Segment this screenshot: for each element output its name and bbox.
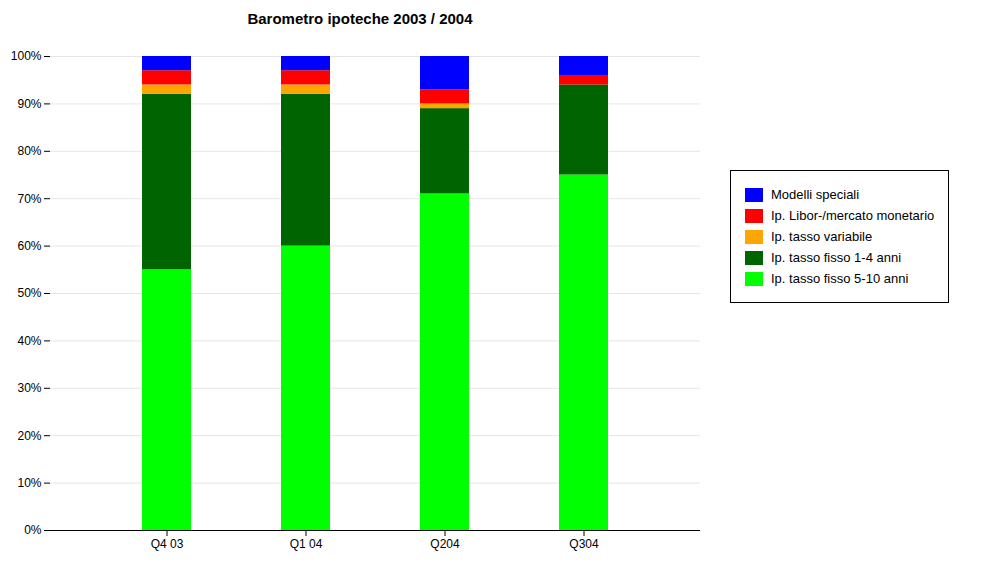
svg-text:90%: 90%: [17, 97, 41, 111]
svg-text:Q4 03: Q4 03: [151, 537, 184, 551]
svg-text:40%: 40%: [17, 334, 41, 348]
svg-text:60%: 60%: [17, 239, 41, 253]
html-text:Ip. tasso variabile: Ip. tasso variabile: [771, 229, 873, 244]
svg-text:0%: 0%: [24, 523, 42, 537]
svg-text:Q1 04: Q1 04: [290, 537, 323, 551]
svg-text:Q304: Q304: [569, 537, 599, 551]
html-text:Barometro ipoteche 2003 / 2004: Barometro ipoteche 2003 / 2004: [247, 10, 473, 27]
svg-text:50%: 50%: [17, 286, 41, 300]
html-text:Modelli speciali: Modelli speciali: [771, 187, 860, 202]
svg-text:10%: 10%: [17, 476, 41, 490]
svg-text:70%: 70%: [17, 192, 41, 206]
svg-text:100%: 100%: [11, 49, 42, 63]
svg-text:20%: 20%: [17, 429, 41, 443]
html-text:Ip. tasso fisso 1-4 anni: Ip. tasso fisso 1-4 anni: [771, 250, 902, 265]
svg-text:80%: 80%: [17, 144, 41, 158]
html-text:Ip. Libor-/mercato monetario: Ip. Libor-/mercato monetario: [771, 208, 935, 223]
svg-text:Q204: Q204: [430, 537, 460, 551]
svg-text:30%: 30%: [17, 381, 41, 395]
html-text:Ip. tasso fisso 5-10 anni: Ip. tasso fisso 5-10 anni: [771, 271, 909, 286]
